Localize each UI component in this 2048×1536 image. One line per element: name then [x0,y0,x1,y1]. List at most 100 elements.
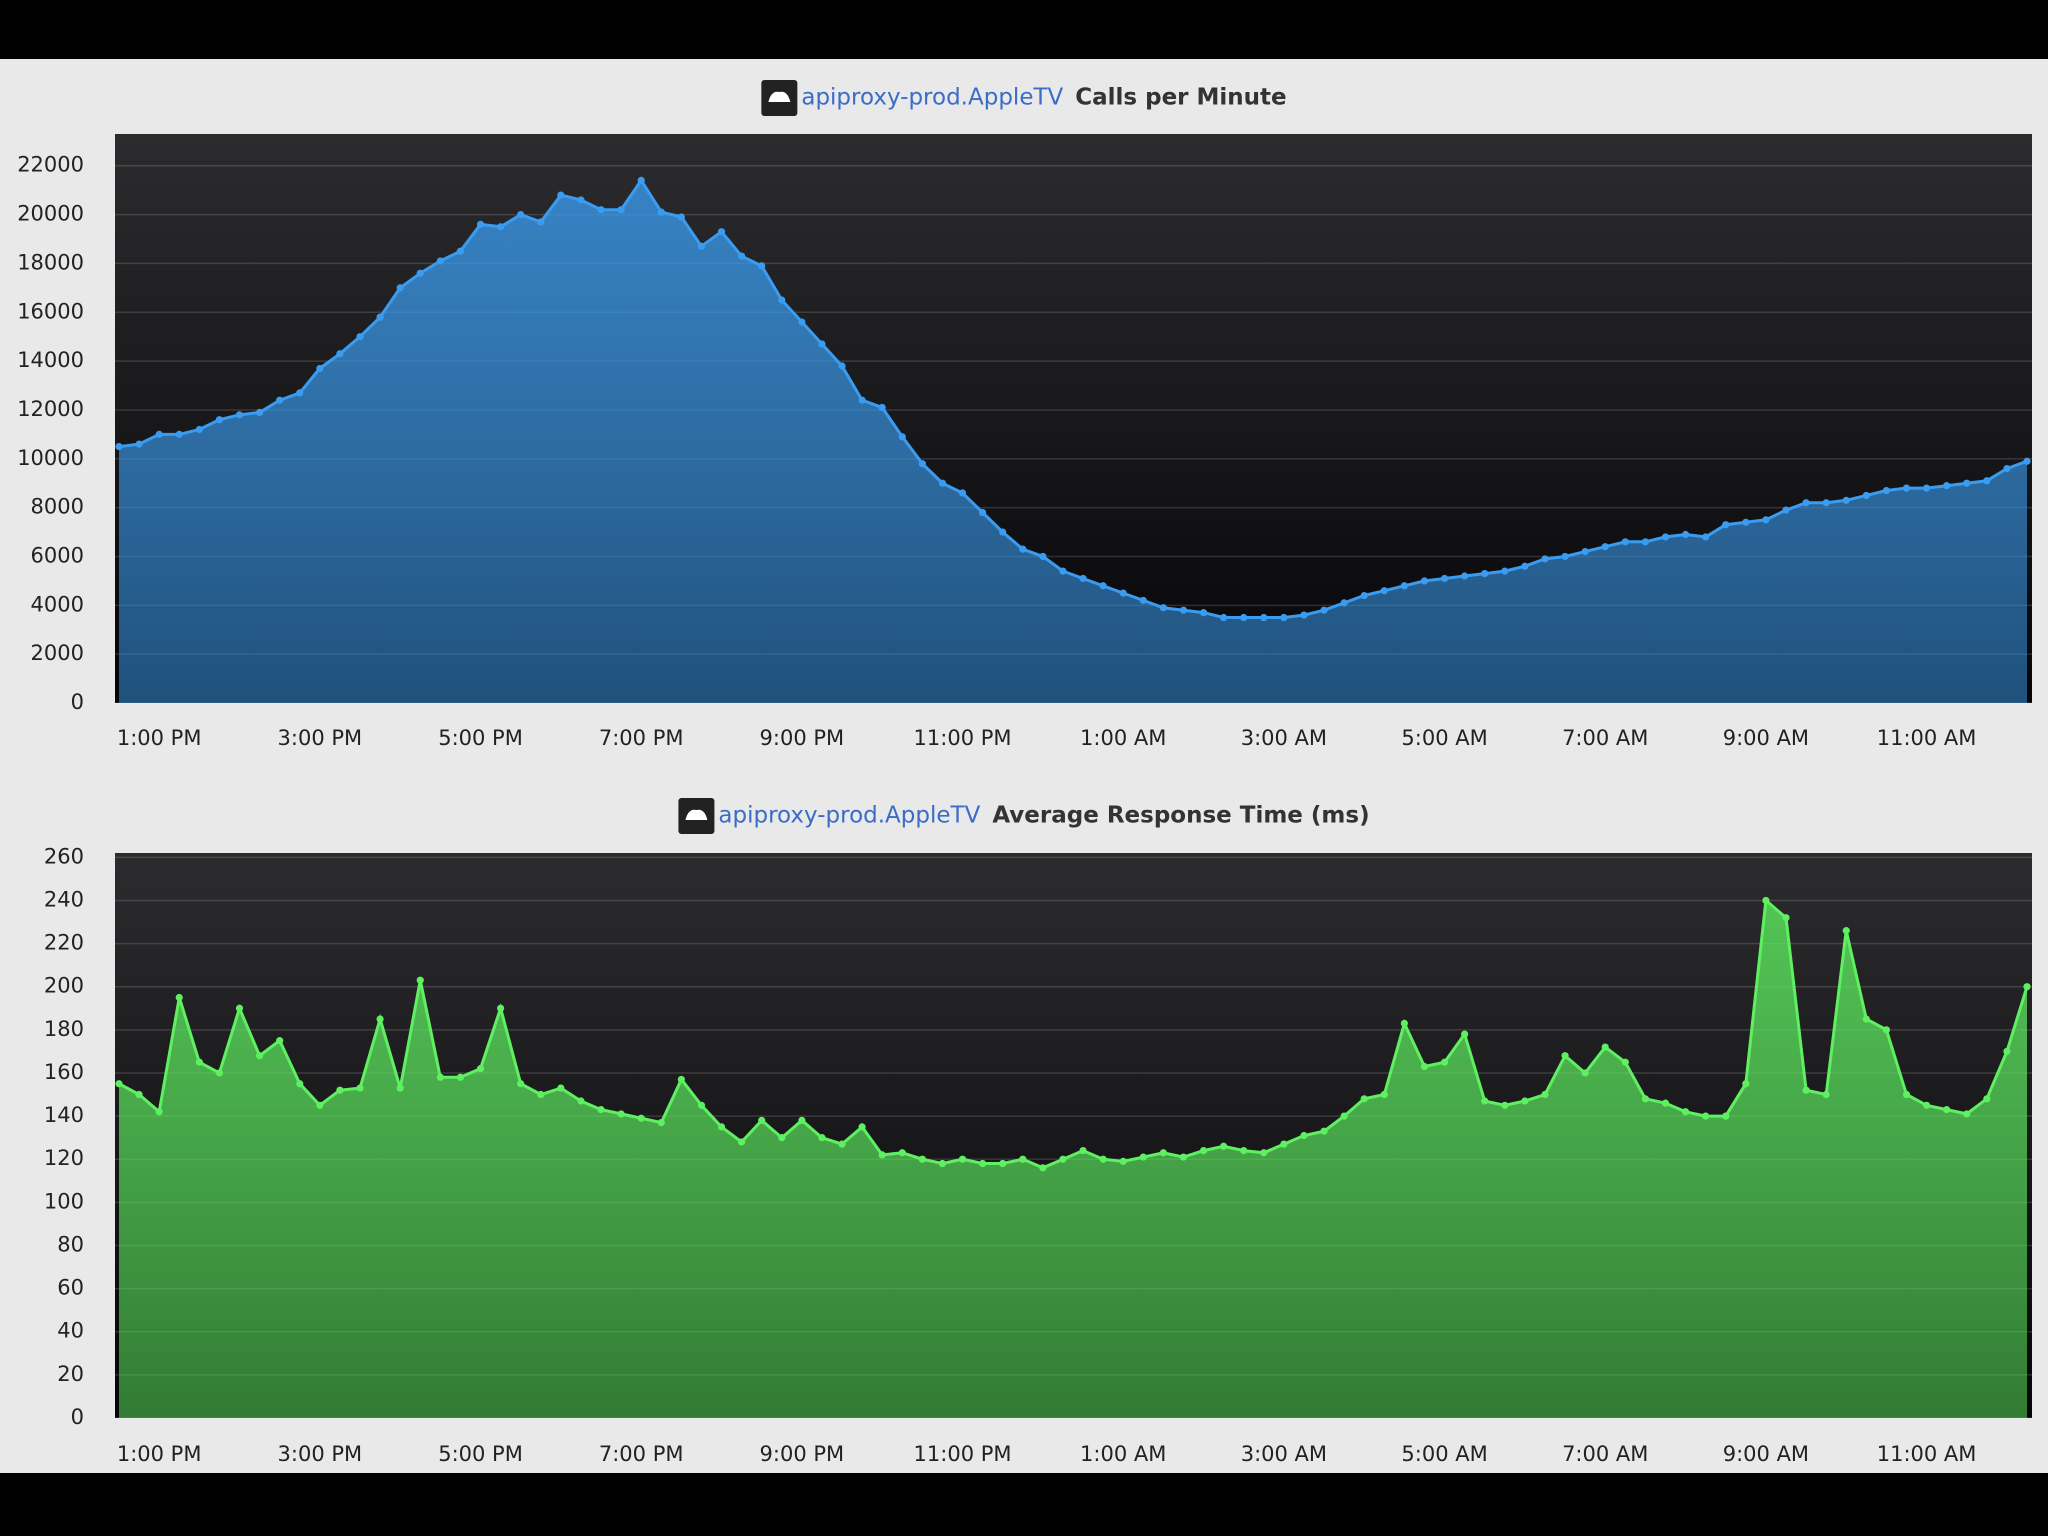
point [778,296,786,304]
x-tick-label: 11:00 AM [1877,1442,1977,1466]
point [1440,1058,1449,1066]
point [999,1159,1007,1168]
point [517,1080,525,1088]
point [255,1052,264,1060]
y-tick-label: 80 [57,1232,84,1256]
point [577,1097,585,1105]
point [2023,983,2031,991]
point [1943,482,1951,490]
point [1862,491,1870,500]
point [1139,1153,1147,1161]
point [396,1084,404,1092]
point [1581,547,1589,556]
point [1722,1112,1730,1120]
x-tick-label: 1:00 AM [1080,726,1166,750]
point [1963,479,1971,487]
point [135,440,143,448]
point [898,433,906,441]
x-tick-label: 5:00 PM [438,1442,523,1466]
point [195,425,203,434]
point [1280,1140,1288,1148]
point [1079,574,1087,583]
y-tick-label: 2000 [31,641,84,665]
point [1902,484,1911,492]
y-tick-label: 0 [71,1405,84,1429]
bottom-bar [0,1473,2048,1536]
point [617,206,625,214]
point [1199,609,1208,617]
title-text: Calls per Minute [1075,85,1286,111]
point [1159,1149,1167,1157]
point [1481,1097,1489,1105]
point [918,460,926,468]
point [175,993,183,1002]
y-tick-label: 200 [44,974,84,998]
point [537,1090,545,1099]
point [1300,1131,1308,1140]
point [1059,1155,1067,1163]
point [497,1004,505,1012]
point [1039,1164,1047,1172]
point [255,408,264,416]
x-tick-label: 11:00 PM [914,726,1012,750]
point [677,213,685,221]
point [1983,1095,1991,1103]
point [1922,1101,1931,1109]
point [376,313,384,321]
point [1561,552,1569,561]
point [878,1151,886,1159]
x-tick-label: 7:00 AM [1562,1442,1648,1466]
point [1702,1112,1710,1120]
point [1762,896,1770,905]
point [436,1073,444,1081]
x-tick-label: 7:00 PM [599,1442,684,1466]
y-tick-label: 140 [44,1103,84,1127]
point [738,1138,746,1146]
y-tick-label: 12000 [17,397,84,421]
point [1139,596,1147,605]
point [235,1004,244,1012]
x-tick-label: 3:00 AM [1241,1442,1327,1466]
point [1461,1030,1469,1038]
point [1240,613,1248,622]
y-tick-label: 160 [44,1060,84,1084]
point [597,206,605,214]
point [296,1080,304,1088]
point [1380,587,1388,595]
point [1019,545,1027,553]
x-tick-label: 9:00 AM [1723,726,1809,750]
y-tick-label: 180 [44,1017,84,1041]
y-tick-label: 20000 [17,202,84,226]
point [1983,477,1991,485]
point [296,389,304,397]
chart-title: apiproxy-prod.AppleTV Calls per Minute [761,80,1287,116]
point [1501,1101,1509,1109]
point [1280,613,1288,622]
title-icon-cloud [685,809,708,820]
x-tick-label: 11:00 AM [1877,726,1977,750]
title-source: apiproxy-prod.AppleTV [718,803,980,829]
point [1862,1015,1870,1023]
point [758,262,766,270]
point [376,1015,384,1023]
y-tick-label: 0 [71,690,84,714]
point [1300,611,1308,619]
point [1601,1043,1609,1051]
point [1159,604,1167,612]
point [958,1155,967,1163]
point [878,403,886,412]
y-tick-label: 22000 [17,153,84,177]
point [1681,530,1690,539]
point [697,242,706,250]
x-tick-label: 3:00 PM [278,1442,363,1466]
top-bar [0,0,2048,59]
point [838,1140,846,1148]
title-icon-cloud [768,91,791,102]
point [798,1116,806,1125]
x-tick-label: 7:00 PM [599,726,684,750]
point [456,1073,465,1081]
point [1260,1149,1268,1157]
title-source: apiproxy-prod.AppleTV [801,85,1063,111]
x-tick-label: 3:00 AM [1241,726,1327,750]
point [1380,1090,1388,1099]
